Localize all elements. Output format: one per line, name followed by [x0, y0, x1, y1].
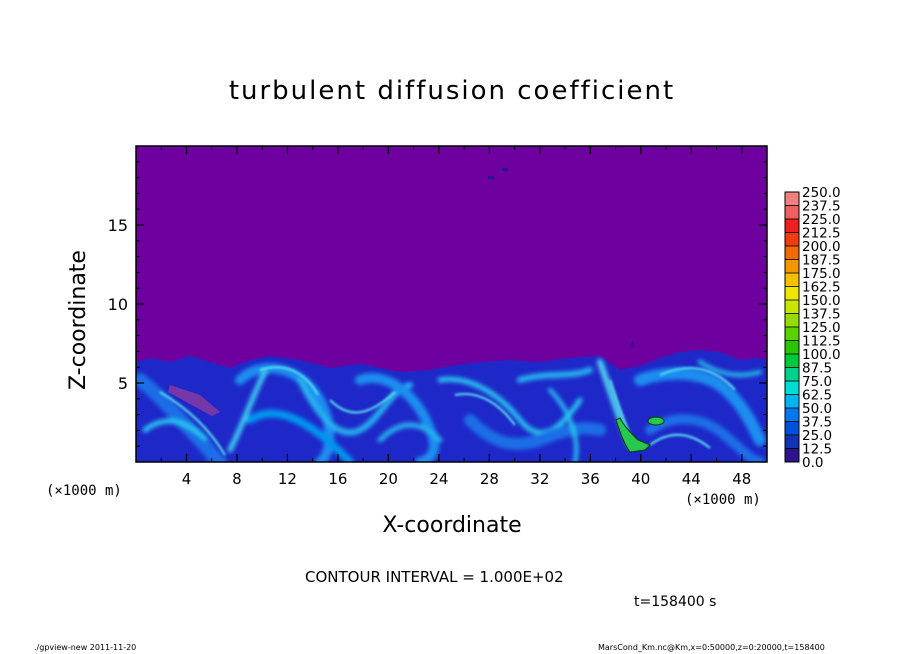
x-tick-label: 24	[429, 470, 448, 488]
y-axis-unit: (×1000 m)	[46, 483, 122, 499]
colorbar-swatch	[785, 367, 799, 382]
colorbar-label: 87.5	[802, 361, 832, 377]
x-tick-label: 20	[379, 470, 398, 488]
colorbar-label: 37.5	[802, 415, 832, 431]
x-tick-label: 48	[732, 470, 751, 488]
colorbar-swatch	[785, 192, 799, 206]
colorbar-label: 125.0	[802, 320, 841, 336]
colorbar-swatch	[785, 232, 799, 247]
colorbar: 250.0237.5225.0212.5200.0187.5175.0162.5…	[784, 185, 841, 471]
colorbar-label: 137.5	[802, 307, 841, 323]
colorbar-swatch	[785, 219, 799, 233]
colorbar-swatch	[785, 448, 799, 463]
contour-interval-text: CONTOUR INTERVAL = 1.000E+02	[305, 568, 564, 586]
footer-left: ./gpview-new 2011-11-20	[34, 643, 137, 652]
x-tick-label: 16	[328, 470, 347, 488]
x-tick-label: 12	[278, 470, 297, 488]
colorbar-label: 62.5	[802, 388, 832, 404]
colorbar-label: 250.0	[802, 185, 841, 201]
y-tick-label: 5	[118, 374, 128, 393]
x-axis-label-text: X-coordinate	[382, 513, 522, 538]
colorbar-swatch	[785, 300, 799, 314]
y-axis-label: Z-coordinate	[66, 250, 91, 390]
colorbar-label: 100.0	[802, 347, 841, 363]
x-tick-label: 28	[480, 470, 499, 488]
x-axis-label: X-coordinate	[0, 513, 904, 538]
colorbar-swatch	[785, 327, 799, 341]
colorbar-swatch	[785, 408, 799, 422]
colorbar-swatch	[785, 273, 799, 287]
chart-title: turbulent diffusion coefficient	[228, 76, 676, 106]
x-tick-label: 4	[182, 470, 192, 488]
x-tick-label: 36	[581, 470, 600, 488]
colorbar-label: 212.5	[802, 226, 841, 242]
colorbar-label: 237.5	[802, 199, 841, 215]
colorbar-swatch	[785, 394, 799, 409]
y-tick-label: 15	[108, 216, 128, 235]
colorbar-label: 50.0	[802, 401, 832, 417]
colorbar-swatch	[785, 286, 799, 301]
colorbar-label: 75.0	[802, 374, 832, 390]
colorbar-swatch	[785, 205, 799, 220]
x-axis-unit: (×1000 m)	[685, 492, 761, 508]
colorbar-swatch	[785, 354, 799, 368]
colorbar-swatch	[785, 340, 799, 355]
colorbar-swatch	[785, 259, 799, 274]
turbulent-layer	[136, 168, 767, 462]
x-tick-label: 32	[530, 470, 549, 488]
colorbar-label: 112.5	[802, 334, 841, 350]
x-axis: 4 8 12 16 20 24 28 32 36 40 44 48	[135, 146, 768, 488]
colorbar-swatch	[785, 435, 799, 449]
colorbar-label: 162.5	[802, 280, 841, 296]
x-tick-label: 44	[682, 470, 701, 488]
colorbar-swatch	[785, 421, 799, 436]
colorbar-label: 25.0	[802, 428, 832, 444]
y-tick-label: 10	[108, 295, 128, 314]
colorbar-label: 0.0	[802, 455, 823, 471]
colorbar-swatch	[785, 246, 799, 260]
colorbar-swatch	[785, 313, 799, 328]
time-label: t=158400 s	[634, 594, 717, 610]
colorbar-label: 225.0	[802, 212, 841, 228]
x-tick-label: 40	[631, 470, 650, 488]
colorbar-label: 200.0	[802, 239, 841, 255]
colorbar-label: 12.5	[802, 442, 832, 458]
colorbar-swatch	[785, 381, 799, 395]
x-tick-label: 8	[232, 470, 242, 488]
colorbar-label: 187.5	[802, 253, 841, 269]
colorbar-label: 150.0	[802, 293, 841, 309]
colorbar-label: 175.0	[802, 266, 841, 282]
y-axis: 5 10 15	[108, 145, 767, 463]
footer-right: MarsCond_Km.nc@Km,x=0:50000,z=0:20000,t=…	[598, 643, 825, 652]
